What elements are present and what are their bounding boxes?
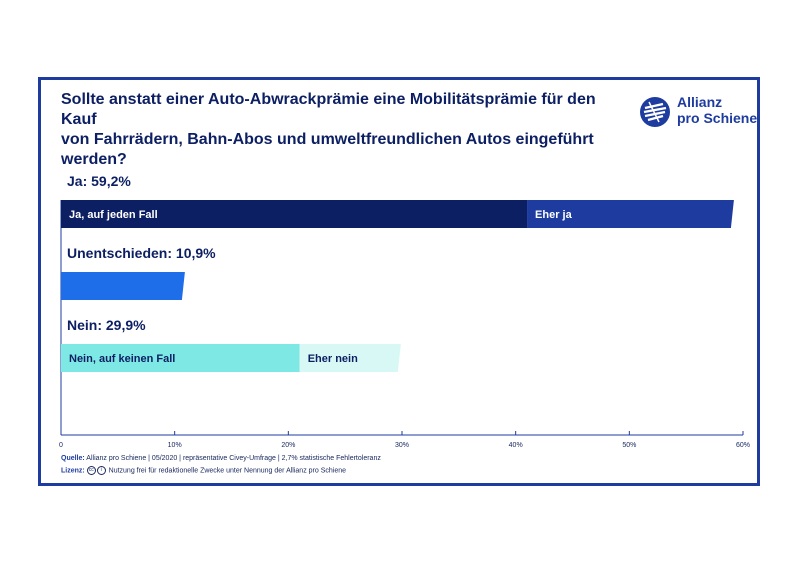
- by-icon: i: [96, 466, 106, 475]
- bar-segment: [61, 344, 300, 372]
- infographic-frame: Sollte anstatt einer Auto-Abwrackprämie …: [38, 77, 760, 486]
- x-tick-label: 20%: [281, 442, 295, 449]
- source-label: Quelle:: [61, 455, 85, 462]
- license-label: Lizenz:: [61, 467, 85, 475]
- segment-label: Eher ja: [535, 209, 573, 221]
- x-tick-label: 50%: [622, 442, 636, 449]
- allianz-pro-schiene-logo-icon: [640, 97, 670, 127]
- x-tick-label: 0: [59, 442, 63, 449]
- logo-text: Allianz pro Schiene: [677, 94, 758, 126]
- x-tick-label: 40%: [509, 442, 523, 449]
- license-text: Nutzung frei für redaktionelle Zwecke un…: [108, 467, 346, 475]
- cc-icon: cc: [86, 466, 96, 475]
- bar-segment: [527, 200, 734, 228]
- x-tick-label: 30%: [395, 442, 409, 449]
- group-label: Nein: 29,9%: [67, 317, 146, 333]
- segment-label: Ja, auf jeden Fall: [69, 209, 158, 221]
- segment-label: Nein, auf keinen Fall: [69, 353, 175, 365]
- chart: 0 10% 20% 30% 40% 50% 60% Ja: 59,2% Ja, auf jede…: [59, 173, 750, 449]
- group-label: Ja: 59,2%: [67, 173, 131, 189]
- bar-segment: [299, 344, 401, 372]
- license-line: Lizenz: cc i Nutzung frei für redaktionel…: [61, 466, 346, 475]
- segment-label: Eher nein: [308, 353, 358, 365]
- bar-segment: [61, 200, 528, 228]
- logo: Allianz pro Schiene: [639, 94, 759, 130]
- group-label: Unentschieden: 10,9%: [67, 245, 216, 261]
- bar-segment: [61, 272, 185, 300]
- x-tick-label: 10%: [168, 442, 182, 449]
- x-tick-label: 60%: [736, 442, 750, 449]
- source-text: Allianz pro Schiene | 05/2020 | repräsen…: [86, 455, 381, 462]
- chart-title: Sollte anstatt einer Auto-Abwrackprämie …: [61, 91, 596, 168]
- source-line: Quelle: Allianz pro Schiene | 05/2020 | …: [61, 455, 381, 462]
